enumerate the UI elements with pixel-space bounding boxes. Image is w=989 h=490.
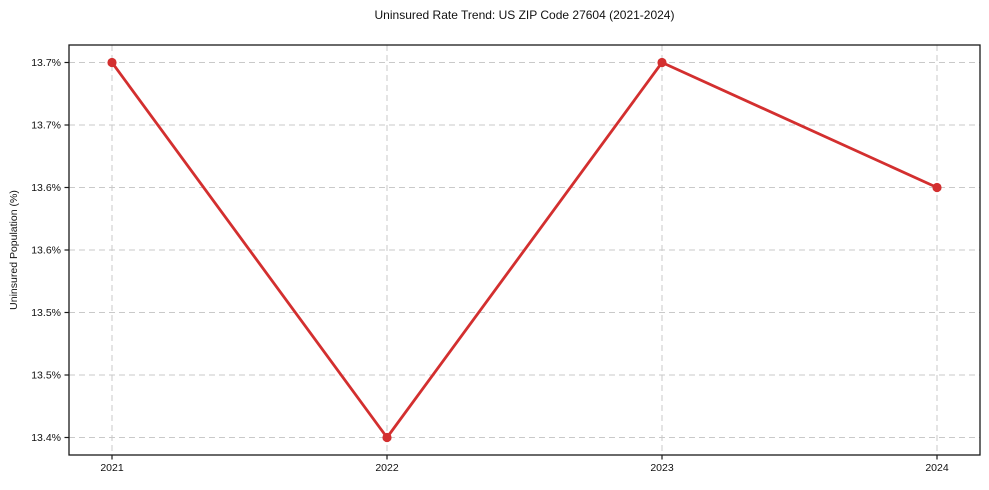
y-tick-label: 13.5% xyxy=(31,307,61,319)
data-point-marker xyxy=(657,57,667,68)
x-tick-label: 2023 xyxy=(650,462,674,474)
y-tick-label: 13.4% xyxy=(31,432,61,444)
y-tick-label: 13.7% xyxy=(31,57,61,69)
data-point-marker xyxy=(107,57,117,68)
x-tick-label: 2021 xyxy=(100,462,124,474)
y-tick-label: 13.5% xyxy=(31,370,61,382)
x-tick-label: 2024 xyxy=(925,462,949,474)
y-tick-label: 13.6% xyxy=(31,182,61,194)
y-tick-label: 13.7% xyxy=(31,120,61,132)
trend-line xyxy=(110,61,939,439)
chart-title: Uninsured Rate Trend: US ZIP Code 27604 … xyxy=(374,8,675,22)
y-tick-label: 13.6% xyxy=(31,245,61,257)
x-tick-label: 2022 xyxy=(375,462,399,474)
data-point-marker xyxy=(382,432,392,443)
y-axis-title: Uninsured Population (%) xyxy=(8,190,20,310)
data-point-marker xyxy=(932,182,942,193)
